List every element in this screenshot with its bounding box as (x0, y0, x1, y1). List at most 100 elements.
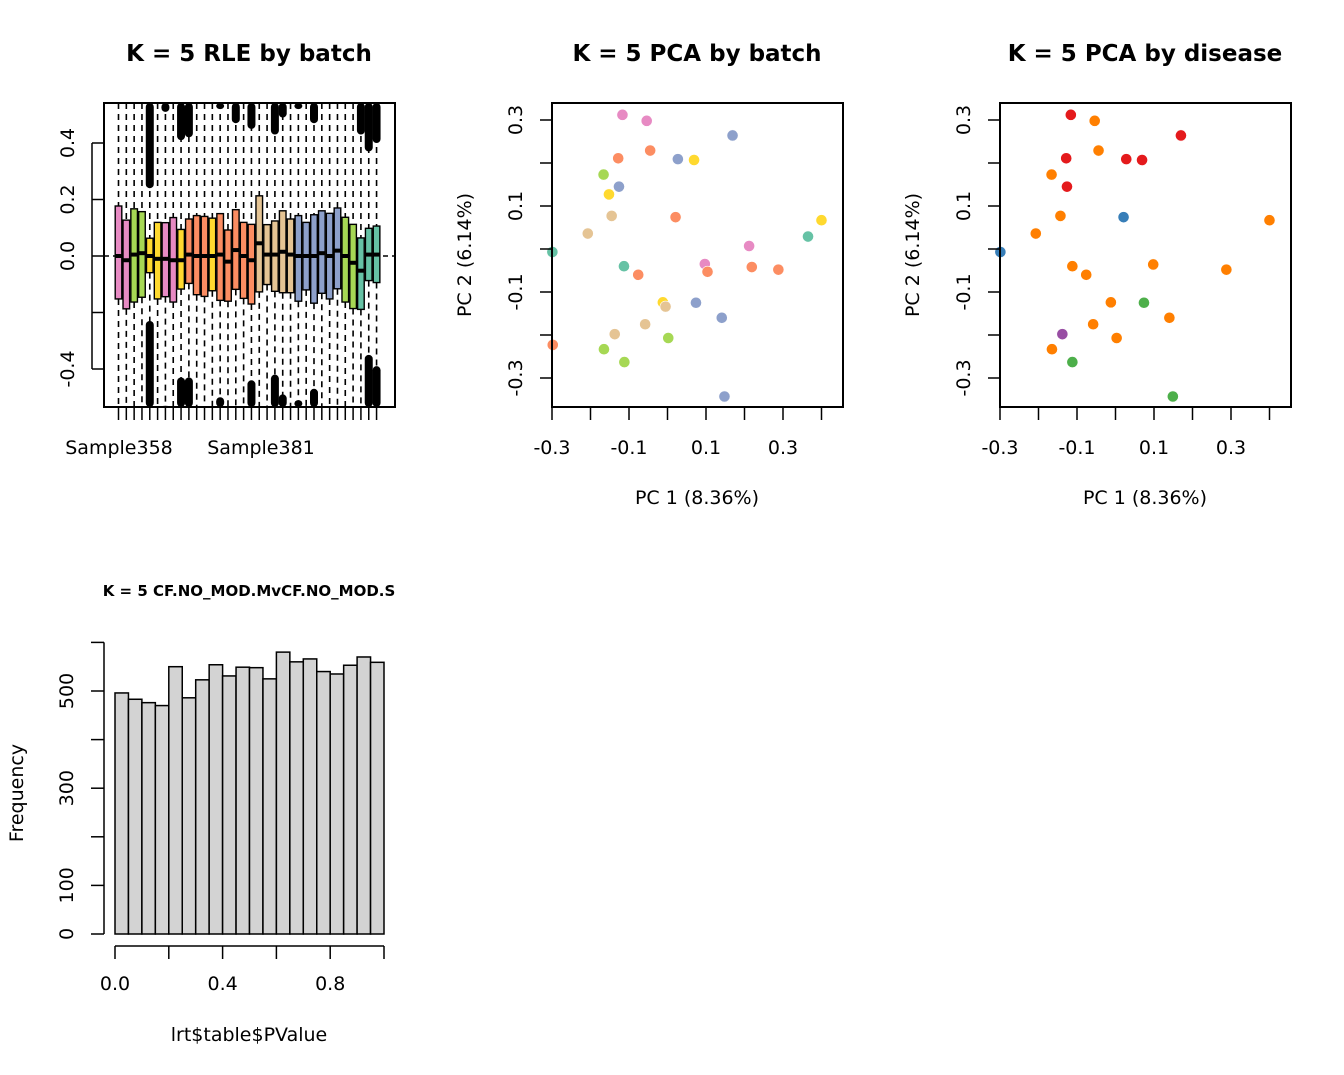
rle-box-33 (364, 103, 373, 407)
pca-batch-x-tick-label: 0.1 (691, 437, 721, 459)
pca-disease-point (1064, 108, 1077, 121)
rle-box-16 (231, 103, 240, 407)
pca-batch-point (618, 356, 631, 368)
rle-outliers-high (278, 103, 287, 118)
pca-batch-point (644, 144, 657, 157)
rle-outliers-high (372, 103, 381, 143)
rle-box-9 (177, 103, 186, 407)
histogram-bar (194, 679, 210, 935)
rle-box-6 (153, 103, 162, 407)
rle-box-2 (122, 103, 131, 407)
rle-outliers-high (216, 103, 225, 110)
pca-disease-point (1110, 332, 1123, 344)
rle-box-30 (341, 103, 350, 407)
pca-batch-point (597, 168, 610, 181)
histogram-bar (356, 656, 372, 935)
rle-x-tick-label: Sample381 (207, 437, 315, 459)
rle-outliers-low (278, 394, 287, 407)
pca-batch-point (671, 153, 684, 166)
rle-outliers-low (270, 374, 279, 407)
rle-box-12 (200, 103, 209, 407)
pca-disease-point (1060, 152, 1073, 165)
rle-box-32 (356, 103, 365, 407)
rle-outliers-high (231, 103, 240, 124)
pca-batch-point (581, 227, 594, 240)
rle-box-body (223, 229, 232, 302)
pca-disease-point (1066, 260, 1079, 273)
pca-batch-point (815, 214, 828, 227)
histogram-bar (275, 651, 291, 935)
rle-outliers-high (161, 103, 170, 112)
rle-outliers-high (294, 103, 303, 110)
pca-batch-point (669, 211, 682, 224)
rle-y-tick-label: -0.4 (57, 350, 79, 387)
pca-disease-panel: K = 5 PCA by disease -0.3 -0.1 0.1 0.3 -0.3 -… (902, 41, 1292, 509)
pca-disease-x-tick-label: -0.1 (1058, 437, 1095, 459)
rle-outliers-high (364, 103, 373, 152)
pca-batch-point (616, 108, 629, 121)
rle-box-13 (208, 103, 217, 407)
pca-disease-point (1045, 168, 1058, 181)
histogram-y-tick-label: 100 (56, 867, 78, 903)
rle-outliers-high (310, 103, 318, 124)
pca-disease-y-tick-label: -0.3 (953, 359, 975, 396)
pca-disease-point (1088, 114, 1101, 127)
rle-outliers-high (247, 103, 256, 129)
rle-box-19 (255, 103, 264, 407)
rle-box-body (122, 219, 131, 310)
rle-box-26 (310, 103, 319, 407)
pca-disease-point (1029, 227, 1042, 240)
pca-disease-point (1175, 129, 1187, 142)
pca-batch-point (612, 152, 625, 165)
pca-disease-point (1117, 211, 1130, 224)
histogram-bar (316, 670, 331, 935)
rle-outliers-high (145, 103, 154, 189)
pca-batch-panel: K = 5 PCA by batch -0.3 -0.1 0.1 0.3 -0.3 -0.… (454, 41, 844, 509)
pca-batch-y-tick-label: -0.1 (505, 273, 527, 310)
rle-box-25 (302, 103, 311, 407)
pca-disease-x-tick-label: 0.3 (1216, 437, 1246, 459)
pca-disease-point (1120, 153, 1133, 166)
rle-box-22 (278, 103, 287, 407)
rle-outliers-low (372, 366, 381, 407)
pca-disease-point (1104, 296, 1117, 309)
rle-box-body (356, 237, 365, 311)
pca-batch-title: K = 5 PCA by batch (572, 41, 821, 67)
rle-box-17 (239, 103, 248, 407)
pca-disease-point (1163, 311, 1176, 324)
pca-disease-point (1046, 343, 1058, 356)
pca-batch-point (618, 260, 630, 273)
rle-box-body (247, 223, 256, 305)
rle-title: K = 5 RLE by batch (126, 41, 372, 67)
rle-outliers-low (177, 377, 186, 407)
histogram-bar (168, 665, 184, 935)
rle-box-body (216, 212, 225, 302)
rle-box-31 (349, 103, 358, 407)
pca-batch-x-tick-label: -0.3 (533, 437, 570, 459)
rle-box-23 (286, 103, 295, 407)
histogram-bar (141, 701, 157, 935)
pca-batch-ylabel: PC 2 (6.14%) (454, 193, 476, 317)
histogram-bar (369, 661, 385, 935)
pca-disease-ylabel: PC 2 (6.14%) (902, 193, 924, 317)
pca-disease-point (1136, 154, 1148, 166)
rle-outliers-high (184, 103, 193, 138)
pca-batch-point (690, 296, 702, 309)
rle-outliers-high (177, 103, 186, 141)
rle-box-7 (161, 103, 170, 408)
pca-batch-point (659, 300, 672, 313)
pca-batch-point (715, 311, 728, 324)
histogram-bar (235, 666, 251, 935)
rle-box-27 (317, 103, 326, 407)
rle-outliers-low (216, 397, 225, 407)
histogram-x-tick-label: 0.4 (207, 973, 237, 995)
rle-box-body (333, 207, 342, 290)
rle-box-18 (247, 103, 256, 407)
histogram-xlabel: lrt$table$PValue (171, 1024, 327, 1046)
histogram-y-tick-label: 0 (56, 928, 78, 940)
rle-box-20 (263, 103, 272, 407)
rle-box-10 (184, 103, 193, 407)
pca-batch-x-tick-label: 0.3 (768, 437, 798, 459)
pca-batch-xlabel: PC 1 (8.36%) (635, 487, 759, 509)
rle-outliers-low (294, 400, 303, 407)
